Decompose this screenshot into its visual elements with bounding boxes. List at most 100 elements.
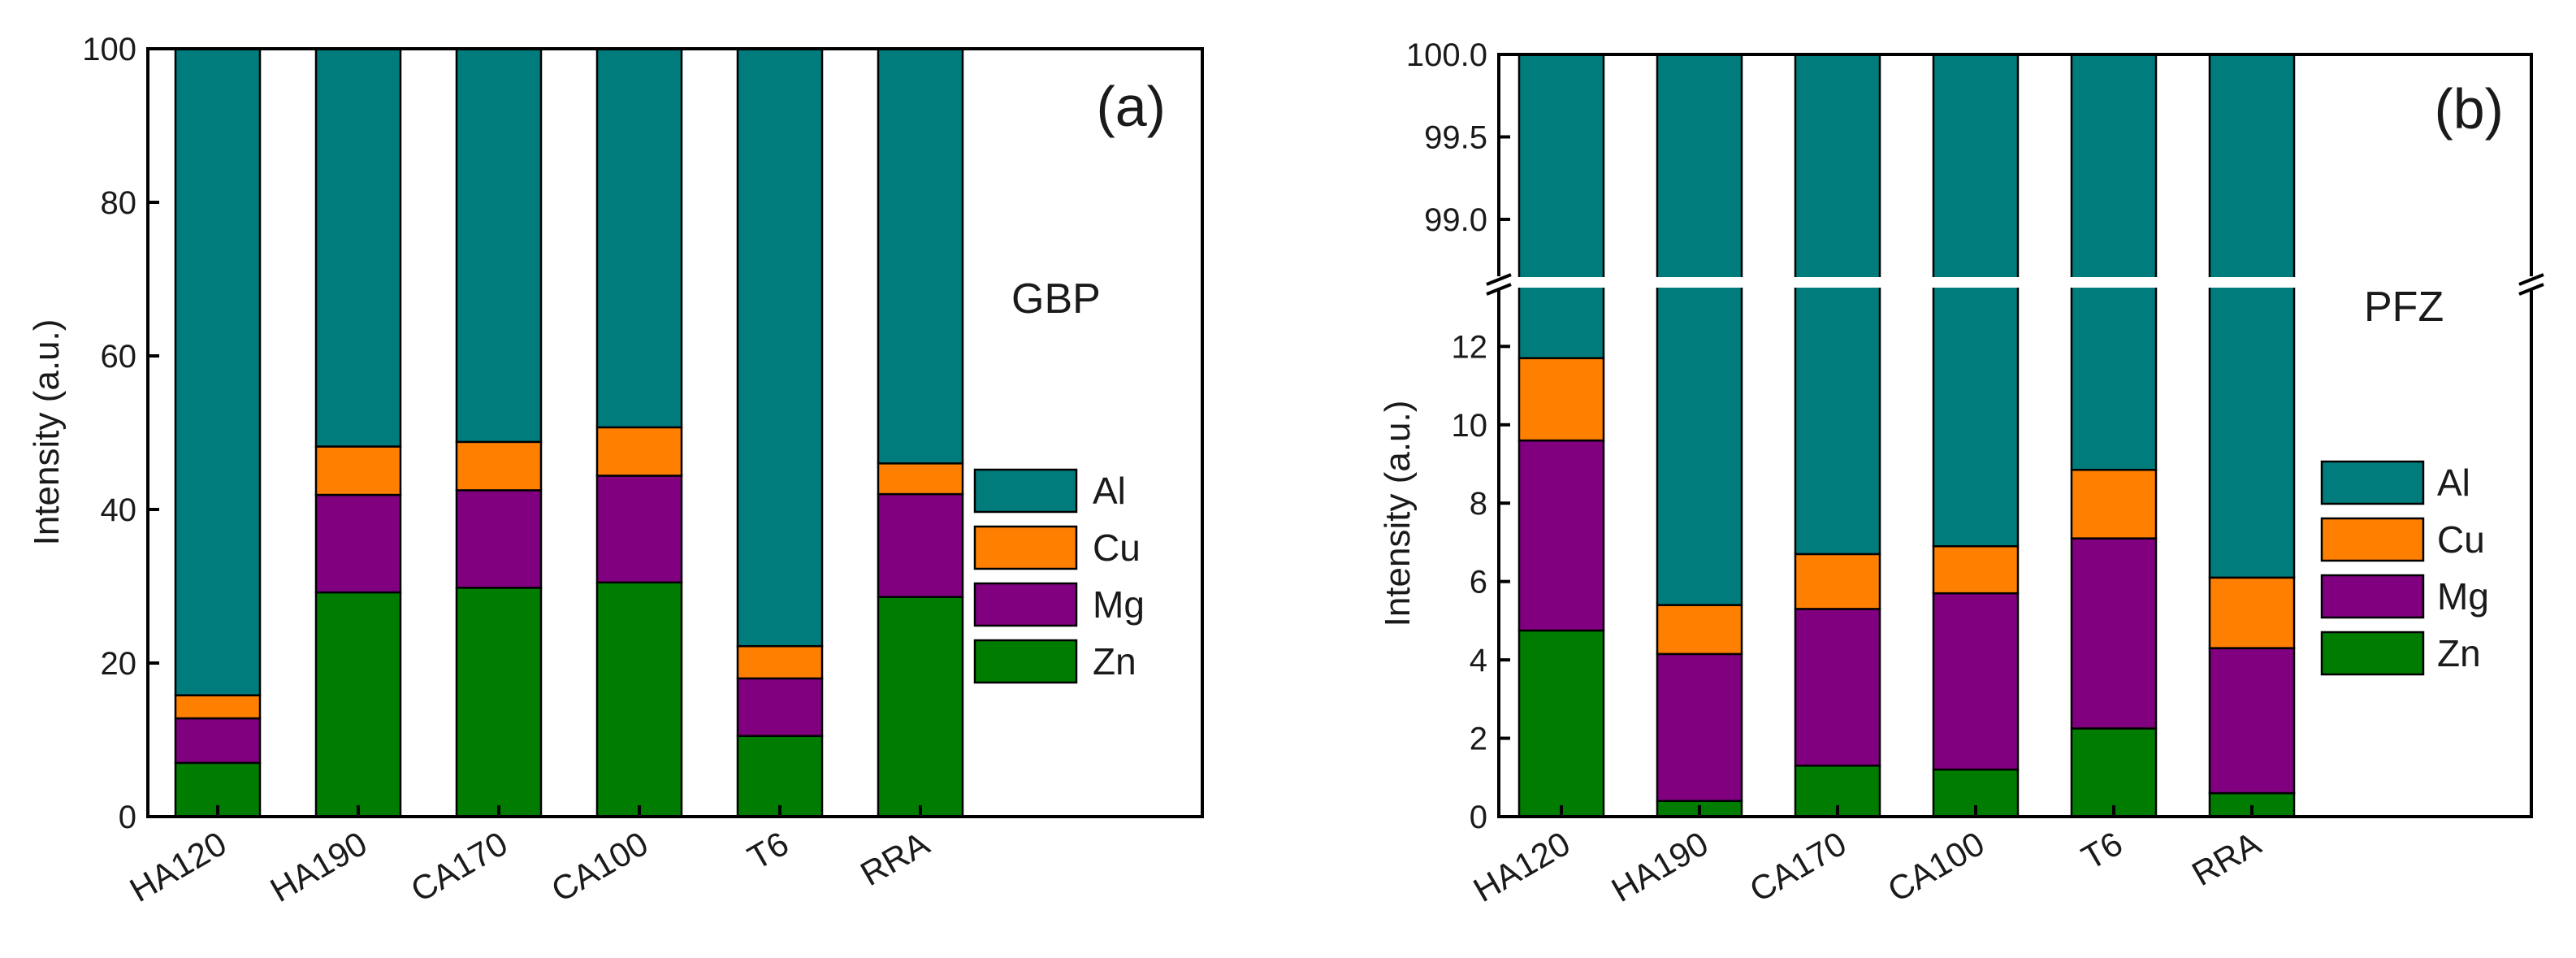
y-tick-label: 40 [101, 492, 137, 528]
x-tick-label-ca100: CA100 [1881, 824, 1991, 909]
bar-segment-zn-ha120 [1517, 629, 1605, 818]
x-tick-label-ca170: CA170 [405, 824, 514, 909]
legend-a-swatch-cu [973, 525, 1078, 570]
legend-b-swatch-zn [2320, 631, 2425, 676]
bar-segment-cu-ha190 [1656, 604, 1743, 656]
legend-b-label-cu: Cu [2437, 518, 2485, 561]
bar-segment-al-ca170 [1794, 53, 1881, 556]
bar-segment-mg-ha120 [174, 717, 262, 765]
y-tick-label: 4 [1470, 643, 1487, 678]
panel-a-bars [174, 47, 964, 818]
y-tick-label: 20 [101, 646, 137, 682]
y-tick-label: 8 [1470, 486, 1487, 522]
bar-segment-cu-ha120 [1517, 357, 1605, 442]
panel-b-axis-break-marks [1486, 273, 2544, 296]
panel-b: 0 2 4 6 8 10 12 99.0 99.5 100.0 HA120 HA190 CA170 CA… [1378, 37, 2544, 909]
panel-a: 0 20 40 60 80 100 HA120 HA190 CA170 CA100 T6 RRA I… [27, 32, 1204, 909]
x-tick-label-ha190: HA190 [1605, 824, 1715, 909]
y-tick-label: 100 [82, 32, 136, 67]
bar-segment-cu-ha190 [314, 445, 402, 496]
x-tick-label-ca170: CA170 [1743, 824, 1853, 909]
bar-segment-al-rra [877, 47, 964, 465]
panel-a-x-ticks: HA120 HA190 CA170 CA100 T6 RRA [123, 805, 936, 909]
bar-segment-mg-ca100 [595, 475, 683, 584]
bar-segment-cu-t6 [2070, 468, 2158, 540]
legend-a-label-cu: Cu [1093, 527, 1141, 569]
bar-segment-zn-t6 [2070, 727, 2158, 818]
x-tick-label-ha120: HA120 [123, 824, 233, 909]
bar-segment-al-t6 [2070, 53, 2158, 471]
y-tick-label: 60 [101, 339, 137, 375]
y-tick-label: 2 [1470, 722, 1487, 757]
y-tick-label: 10 [1452, 408, 1488, 444]
legend-b-swatch-mg [2320, 574, 2425, 619]
bar-segment-mg-ha190 [314, 493, 402, 594]
bar-segment-zn-ca100 [595, 581, 683, 818]
panel-a-legend: Al Cu Mg Zn [973, 468, 1145, 684]
bar-segment-al-ca100 [1932, 53, 2020, 548]
bar-segment-al-ha120 [174, 47, 262, 696]
bar-segment-cu-ca100 [595, 426, 683, 477]
legend-b-label-al: Al [2437, 462, 2470, 504]
panel-b-plot-frame [1497, 53, 2533, 818]
bar-segment-cu-t6 [736, 644, 824, 680]
bar-segment-mg-ca170 [455, 489, 543, 589]
bar-segment-zn-ha190 [314, 591, 402, 818]
bar-segment-al-ca170 [455, 47, 543, 444]
panel-b-y-ticks: 0 2 4 6 8 10 12 99.0 99.5 100.0 [1406, 37, 1510, 835]
bar-segment-zn-rra [877, 596, 964, 818]
y-tick-label: 99.0 [1424, 202, 1487, 238]
legend-a-swatch-mg [973, 582, 1078, 627]
bar-segment-mg-ha120 [1517, 439, 1605, 632]
x-tick-label-rra: RRA [2185, 824, 2266, 893]
bar-segment-al-t6 [736, 47, 824, 648]
panel-a-label: (a) [1096, 75, 1166, 138]
panel-b-legend: Al Cu Mg Zn [2320, 460, 2489, 676]
bar-segment-cu-rra [2208, 576, 2296, 649]
panel-b-axis-break-band [1499, 277, 2531, 288]
legend-a-label-al: Al [1093, 470, 1126, 512]
panel-b-x-ticks: HA120 HA190 CA170 CA100 T6 RRA [1467, 805, 2267, 909]
x-tick-label-ha120: HA120 [1467, 824, 1577, 909]
panel-a-region-label: GBP [1011, 275, 1101, 323]
legend-b-swatch-cu [2320, 517, 2425, 562]
legend-a-swatch-zn [973, 639, 1078, 684]
y-tick-label: 99.5 [1424, 119, 1487, 155]
y-tick-label: 80 [101, 185, 137, 221]
y-tick-label: 0 [119, 800, 136, 835]
panel-a-y-ticks: 0 20 40 60 80 100 [82, 32, 159, 835]
bar-segment-zn-t6 [736, 735, 824, 818]
legend-a-label-mg: Mg [1093, 583, 1145, 626]
x-tick-label-t6: T6 [742, 824, 795, 877]
panel-a-plot-frame [146, 47, 1204, 818]
bar-segment-al-ca100 [595, 47, 683, 429]
bar-segment-cu-ha120 [174, 694, 262, 720]
bar-segment-mg-rra [2208, 647, 2296, 795]
bar-segment-mg-ca170 [1794, 608, 1881, 767]
legend-b-swatch-al [2320, 460, 2425, 505]
bar-segment-al-rra [2208, 53, 2296, 579]
bar-segment-mg-ca100 [1932, 592, 2020, 771]
panel-b-label: (b) [2434, 77, 2504, 141]
y-tick-label: 6 [1470, 565, 1487, 600]
panel-a-y-axis-title: Intensity (a.u.) [27, 319, 67, 546]
bar-segment-cu-ca170 [455, 440, 543, 492]
bar-segment-cu-rra [877, 462, 964, 496]
legend-a-label-zn: Zn [1093, 640, 1136, 683]
bar-segment-mg-rra [877, 492, 964, 598]
legend-a-swatch-al [973, 468, 1078, 514]
y-tick-label: 100.0 [1406, 37, 1487, 73]
legend-b-label-zn: Zn [2437, 632, 2481, 674]
y-tick-label: 0 [1470, 800, 1487, 835]
bar-segment-mg-t6 [2070, 537, 2158, 730]
bar-segment-cu-ca100 [1932, 545, 2020, 595]
bar-segment-al-ha120 [1517, 53, 1605, 360]
x-tick-label-rra: RRA [854, 824, 935, 893]
x-tick-label-ha190: HA190 [264, 824, 374, 909]
bar-segment-al-ha190 [1656, 53, 1743, 606]
panel-b-y-axis-title: Intensity (a.u.) [1378, 401, 1418, 627]
y-tick-label: 12 [1452, 329, 1488, 365]
bar-segment-al-ha190 [314, 47, 402, 448]
x-tick-label-ca100: CA100 [545, 824, 655, 909]
legend-b-label-mg: Mg [2437, 575, 2489, 618]
